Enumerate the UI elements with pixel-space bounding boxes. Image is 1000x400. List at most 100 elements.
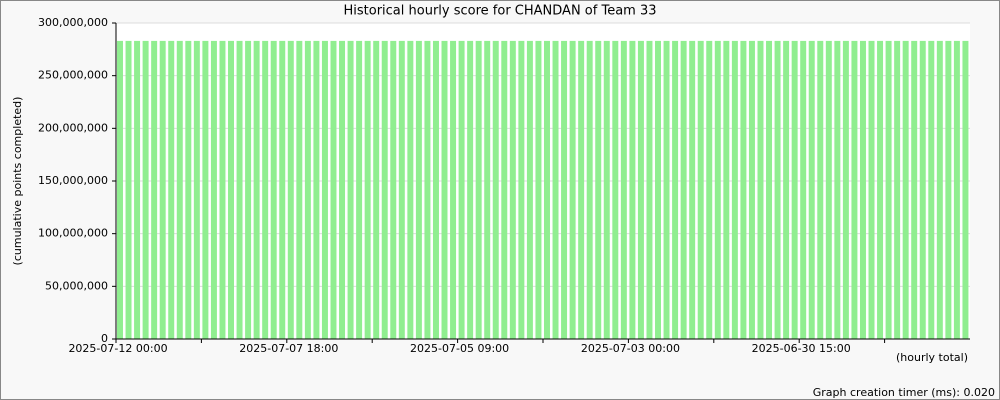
bar bbox=[287, 40, 294, 339]
bar bbox=[578, 40, 585, 339]
bar bbox=[535, 40, 542, 339]
bar bbox=[313, 40, 320, 339]
bar bbox=[202, 40, 209, 339]
y-tick-label: 300,000,000 bbox=[38, 16, 108, 29]
bar bbox=[526, 40, 533, 339]
bar bbox=[595, 40, 602, 339]
bar bbox=[552, 40, 559, 339]
bar bbox=[407, 40, 414, 339]
bar bbox=[544, 40, 550, 339]
y-tick-label: 0 bbox=[101, 332, 108, 345]
bar bbox=[731, 40, 738, 339]
bar bbox=[228, 40, 234, 339]
bar bbox=[945, 40, 952, 339]
bar bbox=[680, 40, 687, 339]
bar bbox=[450, 40, 457, 339]
bar bbox=[603, 40, 610, 339]
bar bbox=[902, 40, 909, 339]
bar bbox=[441, 40, 448, 339]
bar bbox=[339, 40, 346, 339]
bar bbox=[620, 40, 627, 339]
bar bbox=[723, 40, 730, 339]
y-axis-label: (cumulative points completed) bbox=[11, 97, 24, 266]
bar bbox=[672, 40, 679, 339]
bar bbox=[415, 40, 422, 339]
bar bbox=[791, 40, 798, 339]
bar bbox=[475, 40, 482, 339]
bar bbox=[868, 40, 875, 339]
y-tick-label: 50,000,000 bbox=[45, 279, 108, 292]
bar bbox=[356, 40, 363, 339]
x-axis-label: (hourly total) bbox=[896, 351, 968, 364]
bar bbox=[740, 40, 747, 339]
bar bbox=[236, 40, 243, 339]
bar bbox=[262, 40, 269, 339]
bar bbox=[766, 40, 773, 339]
y-tick-label: 200,000,000 bbox=[38, 121, 108, 134]
x-tick-label: 2025-07-07 18:00 bbox=[239, 342, 338, 355]
bar bbox=[117, 40, 123, 339]
bar bbox=[304, 40, 311, 339]
bar bbox=[885, 40, 892, 339]
bar bbox=[569, 40, 576, 339]
y-tick-label: 150,000,000 bbox=[38, 174, 108, 187]
x-tick-label: 2025-06-30 15:00 bbox=[752, 342, 851, 355]
bar bbox=[245, 40, 252, 339]
bar bbox=[646, 40, 653, 339]
bar bbox=[894, 40, 901, 339]
bar bbox=[783, 40, 790, 339]
bar bbox=[151, 40, 158, 339]
bar bbox=[467, 40, 474, 339]
y-tick-label: 100,000,000 bbox=[38, 227, 108, 240]
bar bbox=[134, 40, 141, 339]
bar bbox=[757, 40, 764, 339]
bar bbox=[296, 40, 303, 339]
bar bbox=[330, 40, 337, 339]
bar bbox=[911, 40, 918, 339]
bar bbox=[390, 40, 397, 339]
bar bbox=[697, 40, 704, 339]
bar bbox=[655, 40, 661, 339]
bar bbox=[663, 40, 670, 339]
bar bbox=[953, 40, 960, 339]
bar bbox=[689, 40, 696, 339]
bar bbox=[381, 40, 388, 339]
bar bbox=[936, 40, 943, 339]
bar bbox=[501, 40, 508, 339]
bar bbox=[612, 40, 619, 339]
bar bbox=[834, 40, 841, 339]
bar bbox=[962, 40, 969, 339]
bar bbox=[518, 40, 525, 339]
bar bbox=[185, 40, 192, 339]
bar bbox=[364, 40, 371, 339]
bar bbox=[168, 40, 175, 339]
bar bbox=[637, 40, 644, 339]
bar bbox=[398, 40, 405, 339]
bar bbox=[808, 40, 815, 339]
bar bbox=[586, 40, 593, 339]
bar bbox=[919, 40, 926, 339]
x-tick-label: 2025-07-05 09:00 bbox=[410, 342, 509, 355]
bar bbox=[270, 40, 277, 339]
bar bbox=[877, 40, 884, 339]
chart-title: Historical hourly score for CHANDAN of T… bbox=[343, 4, 656, 19]
y-tick-label: 250,000,000 bbox=[38, 69, 108, 82]
bar bbox=[373, 40, 380, 339]
bar bbox=[800, 40, 807, 339]
bar bbox=[492, 40, 499, 339]
bar bbox=[851, 40, 858, 339]
bar bbox=[424, 40, 431, 339]
bar bbox=[347, 40, 354, 339]
annotation: Graph creation timer (ms): 0.020 bbox=[813, 386, 995, 399]
bar bbox=[748, 40, 755, 339]
bar bbox=[432, 40, 439, 339]
bar bbox=[253, 40, 260, 339]
x-tick-label: 2025-07-03 00:00 bbox=[581, 342, 680, 355]
bar bbox=[509, 40, 516, 339]
bar bbox=[321, 40, 328, 339]
bar bbox=[142, 40, 149, 339]
bar bbox=[714, 40, 721, 339]
bar bbox=[928, 40, 935, 339]
bar bbox=[176, 40, 183, 339]
